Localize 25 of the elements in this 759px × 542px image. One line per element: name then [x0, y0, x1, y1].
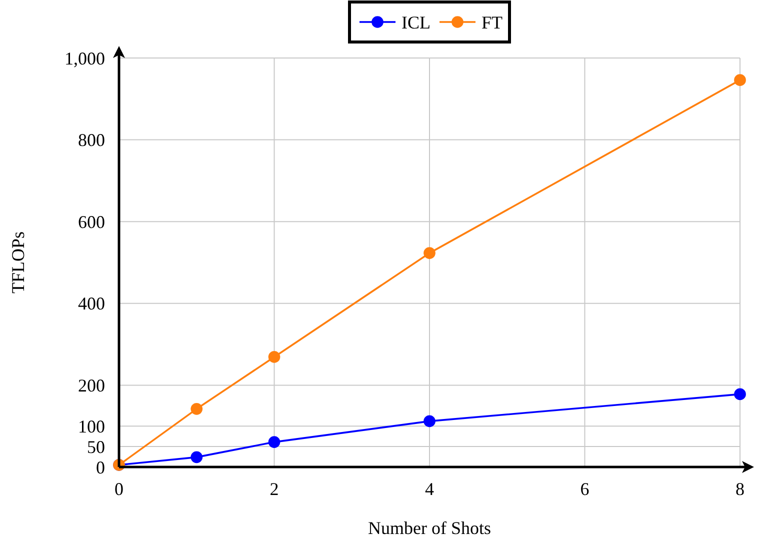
- point: [424, 415, 436, 428]
- point: [734, 74, 746, 86]
- legend-label: FT: [482, 12, 503, 32]
- y-tick-label: 1,000: [64, 48, 105, 68]
- legend-label: ICL: [402, 12, 430, 32]
- y-axis-title: TFLOPs: [8, 231, 28, 294]
- point: [734, 388, 746, 400]
- y-tick-label: 800: [78, 130, 105, 150]
- x-tick-label: 6: [580, 479, 590, 499]
- point: [268, 436, 280, 448]
- y-tick-label: 0: [96, 457, 105, 478]
- x-tick-label: 4: [425, 479, 434, 499]
- y-tick-label: 200: [78, 376, 105, 396]
- y-tick-label: 100: [78, 416, 105, 436]
- x-tick-label: 0: [114, 479, 124, 499]
- x-tick-label: 8: [736, 479, 744, 499]
- x-axis-title: Number of Shots: [368, 518, 491, 538]
- point: [190, 403, 203, 415]
- point: [190, 451, 203, 464]
- point: [268, 351, 280, 363]
- y-tick-label: 400: [78, 294, 105, 314]
- x-tick-label: 2: [270, 479, 279, 499]
- y-tick-label: 600: [78, 212, 105, 232]
- y-tick-label: 50: [87, 436, 105, 457]
- point: [424, 247, 436, 259]
